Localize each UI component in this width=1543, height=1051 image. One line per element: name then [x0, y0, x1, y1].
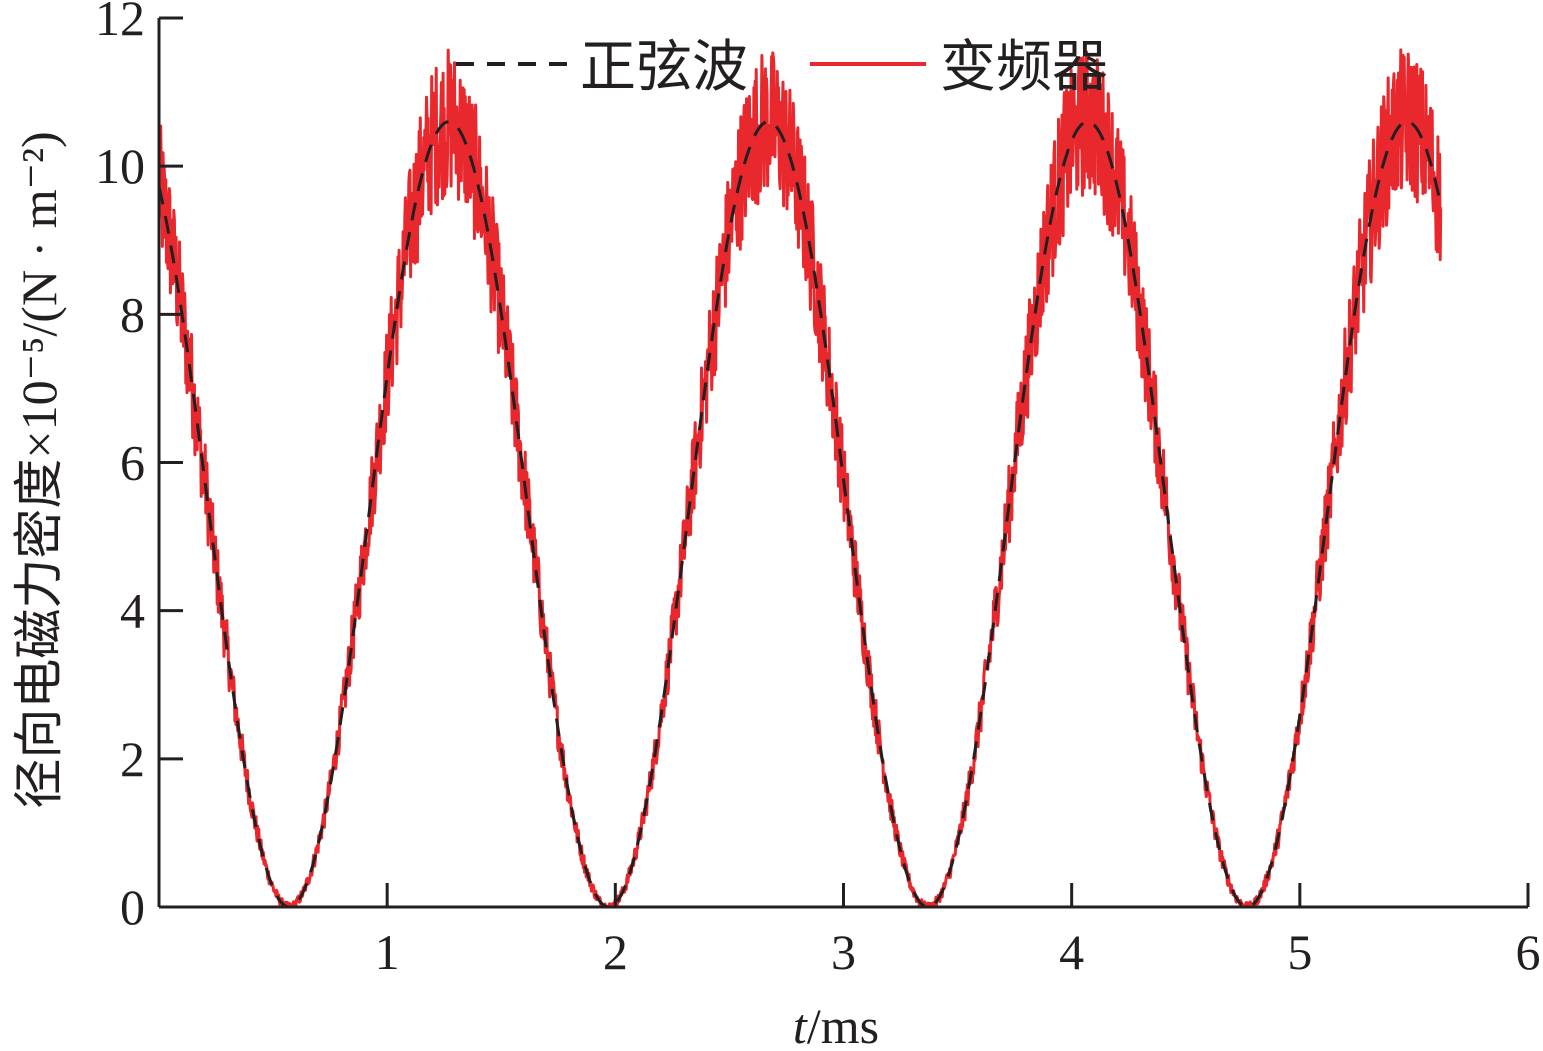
- series-line-sine: [159, 120, 1443, 908]
- y-tick-label: 0: [120, 879, 145, 935]
- x-tick-label: 4: [1059, 924, 1084, 980]
- legend-label-sine: 正弦波: [580, 37, 748, 99]
- x-axis-label: t/ms: [793, 998, 879, 1051]
- legend: 正弦波 变频器: [456, 37, 1108, 99]
- y-axis-label: 径向电磁力密度×10⁻⁵/(N · m⁻²): [11, 131, 67, 808]
- series-line-inverter: [159, 48, 1443, 908]
- y-tick-label: 4: [120, 583, 145, 639]
- y-tick-label: 8: [120, 286, 145, 342]
- y-ticks: 0 2 4 6 8 10 12: [95, 0, 183, 935]
- series-layer: [159, 48, 1443, 908]
- y-tick-label: 10: [95, 138, 145, 194]
- x-ticks: 1 2 3 4 5 6: [375, 883, 1541, 980]
- x-tick-label: 3: [831, 924, 856, 980]
- y-tick-label: 6: [120, 435, 145, 491]
- x-tick-label: 5: [1287, 924, 1312, 980]
- y-tick-label: 2: [120, 731, 145, 787]
- x-tick-label: 1: [375, 924, 400, 980]
- legend-label-inverter: 变频器: [940, 37, 1108, 99]
- x-tick-label: 2: [603, 924, 628, 980]
- y-tick-label: 12: [95, 0, 145, 46]
- x-tick-label: 6: [1516, 924, 1541, 980]
